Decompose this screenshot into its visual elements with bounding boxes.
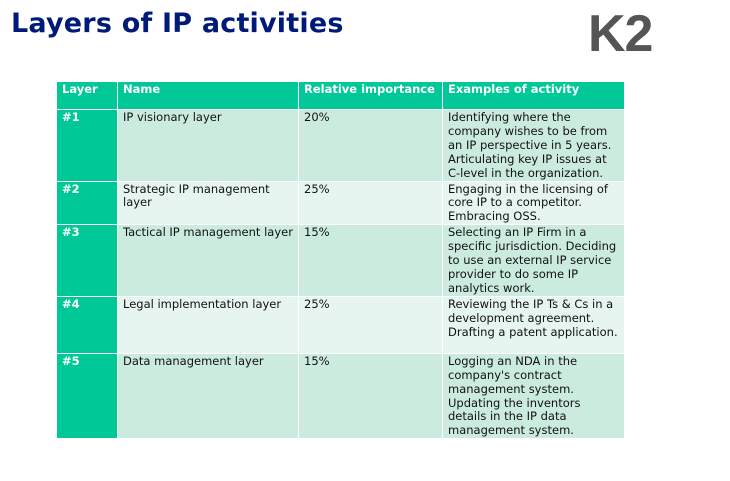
slide-title: Layers of IP activities: [11, 8, 344, 39]
header-name: Name: [117, 81, 299, 110]
examples-of-activity: Reviewing the IP Ts & Cs in a developmen…: [442, 295, 625, 354]
layer-name: Legal implementation layer: [117, 295, 299, 354]
table-header-row: Layer Name Relative importance Examples …: [56, 81, 625, 110]
layer-number: #1: [56, 109, 118, 182]
header-layer: Layer: [56, 81, 118, 110]
layer-number: #4: [56, 295, 118, 354]
layer-name: IP visionary layer: [117, 109, 299, 182]
layer-name: Tactical IP management layer: [117, 224, 299, 297]
header-relative-importance: Relative importance: [298, 81, 443, 110]
k2-logo: K2: [588, 5, 653, 63]
examples-of-activity: Identifying where the company wishes to …: [442, 109, 625, 182]
header-examples-of-activity: Examples of activity: [442, 81, 625, 110]
examples-of-activity: Engaging in the licensing of core IP to …: [442, 180, 625, 226]
table-row: #1 IP visionary layer 20% Identifying wh…: [56, 109, 625, 182]
layer-number: #3: [56, 224, 118, 297]
table-row: #4 Legal implementation layer 25% Review…: [56, 295, 625, 354]
relative-importance: 25%: [298, 295, 443, 354]
relative-importance: 15%: [298, 224, 443, 297]
relative-importance: 15%: [298, 352, 443, 440]
layer-number: #5: [56, 352, 118, 440]
examples-of-activity: Selecting an IP Firm in a specific juris…: [442, 224, 625, 297]
relative-importance: 20%: [298, 109, 443, 182]
layer-number: #2: [56, 180, 118, 226]
examples-of-activity: Logging an NDA in the company's contract…: [442, 352, 625, 440]
relative-importance: 25%: [298, 180, 443, 226]
ip-layers-table: Layer Name Relative importance Examples …: [56, 81, 625, 440]
layer-name: Strategic IP management layer: [117, 180, 299, 226]
table-row: #2 Strategic IP management layer 25% Eng…: [56, 180, 625, 226]
layer-name: Data management layer: [117, 352, 299, 440]
table-row: #3 Tactical IP management layer 15% Sele…: [56, 224, 625, 297]
table-row: #5 Data management layer 15% Logging an …: [56, 352, 625, 440]
